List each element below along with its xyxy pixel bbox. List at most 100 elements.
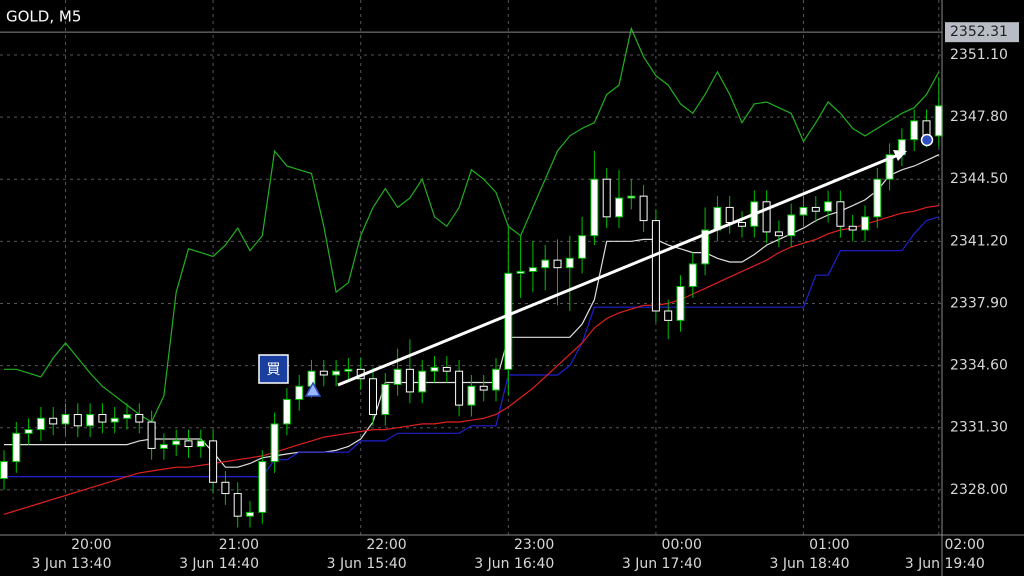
candle-body: [24, 429, 33, 434]
y-tick-label: 2341.20: [950, 233, 1008, 249]
axes: 2351.10 2347.80 2344.50 2341.20 2337.90 2334.…: [0, 22, 1019, 572]
candle-body: [405, 368, 414, 393]
candle-body: [688, 263, 697, 288]
chart-title: GOLD, M5: [6, 8, 81, 26]
candle-body: [738, 221, 746, 227]
candle-body: [479, 385, 488, 391]
candle-body: [934, 105, 943, 137]
buy-label-box: [258, 354, 289, 384]
arrow-head: [893, 150, 907, 161]
candle-body: [861, 216, 869, 231]
candle-body: [221, 481, 230, 495]
candle-body: [209, 440, 218, 483]
candle-body: [172, 440, 181, 446]
candle-body: [49, 417, 58, 425]
candle-body: [922, 120, 931, 137]
position-marker: [920, 133, 934, 147]
candle-body: [615, 197, 623, 218]
x-tick-label: 3 Jun 17:40: [622, 556, 702, 572]
buy-arrow: [304, 381, 322, 397]
x-tick-label-top: 20:00: [71, 537, 111, 553]
candle-body: [578, 235, 587, 259]
candle-body: [701, 229, 710, 265]
candle-body: [98, 414, 107, 423]
candle-body: [664, 310, 673, 321]
candle-body: [910, 120, 919, 141]
candle-body: [418, 370, 427, 393]
candle-body: [0, 461, 8, 480]
candle-body: [799, 206, 808, 216]
candle-body: [774, 231, 783, 237]
y-tick-label: 2334.60: [950, 358, 1008, 374]
x-tick-label: 3 Jun 16:40: [474, 556, 554, 572]
candle-body: [270, 423, 279, 463]
candle-body: [196, 440, 205, 448]
candle-body: [787, 214, 796, 237]
candle-body: [369, 378, 377, 416]
candle-body: [467, 385, 476, 406]
y-tick-label: 2337.90: [950, 295, 1008, 311]
buy-label: 買: [267, 362, 281, 378]
x-tick-label-top: 22:00: [366, 537, 406, 553]
candle-body: [246, 511, 254, 517]
candle-body: [36, 417, 45, 431]
x-tick-label: 3 Jun 19:40: [905, 556, 985, 572]
current-price-box: [945, 22, 1019, 43]
candle-body: [590, 178, 599, 237]
candle-body: [295, 385, 304, 400]
candle-body: [73, 414, 82, 427]
candle-body: [553, 259, 562, 269]
candle-body: [455, 370, 464, 406]
candle-body: [836, 201, 845, 227]
candle-body: [147, 421, 156, 449]
trend-arrow: [337, 153, 899, 387]
candle-body: [381, 383, 390, 416]
x-tick-label-top: 02:00: [944, 537, 984, 553]
candle-body: [651, 220, 660, 312]
candle-body: [627, 195, 636, 199]
candle-body: [824, 201, 833, 212]
y-tick-label: 2347.80: [950, 109, 1008, 125]
x-tick-label: 3 Jun 13:40: [31, 556, 111, 572]
candle-body: [602, 178, 611, 218]
candle-body: [639, 195, 648, 222]
candle-body: [233, 493, 242, 517]
x-tick-label-top: 00:00: [662, 537, 702, 553]
y-tick-label: 2331.30: [950, 420, 1008, 436]
x-tick-label: 3 Jun 14:40: [179, 556, 259, 572]
candle-body: [762, 201, 771, 233]
candle-body: [123, 414, 131, 419]
candle-body: [725, 206, 734, 223]
candle-body: [110, 417, 119, 423]
y-tick-label: 2344.50: [950, 171, 1008, 187]
candle-body: [61, 414, 70, 425]
candle-body: [885, 154, 894, 180]
candle-body: [393, 368, 402, 385]
candle-body: [492, 368, 500, 391]
candle-body: [565, 257, 574, 269]
candle-body: [848, 225, 857, 231]
y-tick-label: 2328.00: [950, 482, 1008, 498]
x-tick-label: 3 Jun 15:40: [327, 556, 407, 572]
x-tick-label-top: 23:00: [514, 537, 554, 553]
candle-body: [873, 178, 882, 218]
y-tick-label: 2351.10: [950, 47, 1008, 63]
candle-body: [332, 370, 341, 376]
indicator-line: [4, 26, 940, 423]
candle-body: [516, 270, 525, 274]
candle-body: [159, 444, 168, 449]
candle-body: [811, 206, 820, 212]
candle-body: [442, 366, 451, 372]
candle-body: [528, 267, 537, 272]
candle-body: [86, 414, 95, 427]
candle-body: [344, 368, 353, 372]
x-tick-label-top: 01:00: [809, 537, 849, 553]
candle-body: [430, 366, 439, 372]
candle-body: [184, 440, 193, 448]
x-tick-label-top: 21:00: [219, 537, 259, 553]
candle-body: [319, 370, 328, 376]
candle-body: [258, 461, 267, 513]
current-price-label: 2352.31: [950, 24, 1008, 40]
indicator-line: [4, 216, 939, 478]
